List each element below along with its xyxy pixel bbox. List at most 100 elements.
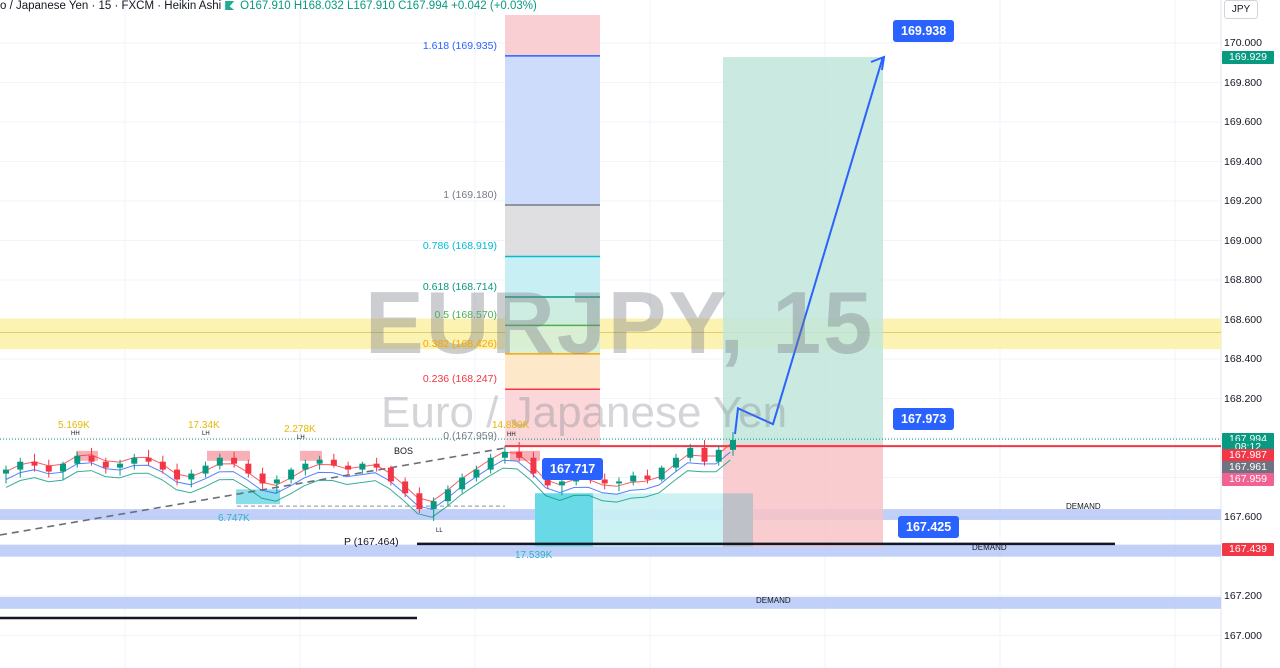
candle-body: [501, 451, 508, 458]
candle-body: [102, 461, 109, 468]
zone-rect-gray: [723, 493, 753, 547]
price-tick-label: 168.200: [1224, 392, 1262, 405]
candle-body: [373, 463, 380, 468]
swing-marker: LH: [297, 435, 305, 441]
candle-body: [131, 457, 138, 464]
fib-band: [505, 204, 600, 257]
candle-body: [402, 481, 409, 494]
candle-body: [730, 439, 736, 450]
candle-body: [487, 457, 494, 470]
currency-button[interactable]: JPY: [1224, 0, 1258, 19]
candle-body: [216, 457, 223, 466]
price-tick-label: 167.000: [1224, 629, 1262, 642]
fib-band: [505, 55, 600, 205]
price-tag: 167.961: [1222, 461, 1274, 475]
volume-label: 6.747K: [218, 513, 250, 524]
candle-body: [387, 467, 394, 482]
candle-body: [288, 469, 295, 480]
candle-body: [188, 473, 195, 480]
candle-body: [17, 461, 24, 470]
price-tick-label: 167.200: [1224, 590, 1262, 602]
candle-body: [644, 475, 651, 480]
fib-extension-top: [505, 15, 600, 56]
candle-body: [416, 493, 423, 510]
demand-label: DEMAND: [756, 596, 791, 605]
candle-body: [701, 447, 708, 462]
demand-zone: [0, 596, 1221, 609]
zone-rect-dark: [535, 493, 593, 547]
volume-label: 5.169K: [58, 420, 90, 431]
swing-marker: LH: [202, 431, 210, 437]
price-tick-label: 169.600: [1224, 116, 1262, 128]
supply-box: [510, 450, 540, 461]
moving-average: [5, 459, 731, 518]
volume-label: 17.34K: [188, 420, 220, 431]
chart-legend: o / Japanese Yen · 15 · FXCM · Heikin As…: [0, 0, 537, 14]
candle-body: [273, 479, 280, 484]
price-tick-label: 168.800: [1224, 274, 1262, 286]
pivot-label: P (167.464): [344, 535, 399, 548]
price-callout: 167.425: [898, 516, 960, 538]
candle-body: [615, 481, 622, 484]
fib-band: [505, 325, 600, 354]
symbol-title[interactable]: o / Japanese Yen · 15 · FXCM · Heikin As…: [0, 0, 222, 12]
fib-level-label: 0.618 (168.714): [422, 280, 497, 293]
candle-body: [459, 477, 466, 490]
candle-body: [601, 479, 608, 484]
zone-rect-small: [236, 489, 280, 505]
price-tick-label: 169.800: [1224, 76, 1262, 89]
fib-band: [505, 389, 600, 447]
price-callout: 167.717: [542, 458, 604, 480]
candle-body: [117, 463, 124, 468]
candle-body: [359, 463, 366, 470]
swing-marker: LL: [436, 528, 443, 534]
candle-body: [444, 489, 451, 502]
price-tag: 167.439: [1222, 542, 1274, 556]
projection-arrowhead: [870, 55, 886, 71]
supply-box: [76, 450, 98, 461]
price-tick-label: 170.000: [1224, 37, 1262, 49]
candle-body: [672, 457, 679, 468]
symbol-watermark: EURJPY, 15: [365, 273, 875, 372]
fib-band: [505, 353, 600, 390]
supply-box: [207, 450, 250, 461]
volume-label: 17.539K: [515, 550, 553, 561]
flag-icon[interactable]: [225, 1, 235, 10]
demand-label: DEMAND: [1066, 502, 1101, 511]
candle-body: [45, 465, 52, 472]
candle-body: [316, 459, 323, 464]
candle-body: [715, 449, 722, 462]
candle-body: [88, 455, 95, 462]
fib-level-label: 0.786 (168.919): [422, 240, 497, 253]
candle-body: [74, 455, 81, 464]
fib-band: [505, 256, 600, 297]
supply-band: [0, 318, 1221, 350]
candle-body: [345, 465, 352, 470]
swing-marker: HH: [71, 431, 80, 437]
candle-body: [630, 475, 637, 482]
position-profit-zone: [723, 57, 883, 444]
price-callout: 167.973: [893, 408, 955, 430]
candle-body: [231, 457, 238, 464]
moving-average: [5, 443, 731, 502]
candle-body: [430, 501, 437, 510]
candle-body: [530, 457, 537, 474]
volume-label: 2.278K: [284, 424, 316, 435]
price-tick-label: 169.400: [1224, 155, 1262, 168]
candle-body: [174, 469, 181, 480]
price-tick-label: 167.600: [1224, 511, 1262, 523]
price-tick-label: 169.000: [1224, 234, 1262, 247]
name-watermark: Euro / Japanese Yen: [381, 388, 788, 437]
candle-body: [259, 473, 266, 484]
candle-body: [145, 457, 152, 462]
moving-average: [5, 451, 731, 510]
price-tick-label: 169.200: [1224, 195, 1262, 207]
fib-level-label: 1.618 (169.935): [422, 39, 497, 52]
bos-label: BOS: [394, 446, 414, 456]
price-tick-label: 168.400: [1224, 353, 1262, 365]
candle-body: [687, 447, 694, 458]
fib-level-label: 0 (167.959): [443, 430, 497, 443]
candle-body: [202, 465, 209, 474]
demand-label: DEMAND: [972, 543, 1007, 552]
fib-level-label: 0.5 (168.570): [434, 309, 497, 322]
